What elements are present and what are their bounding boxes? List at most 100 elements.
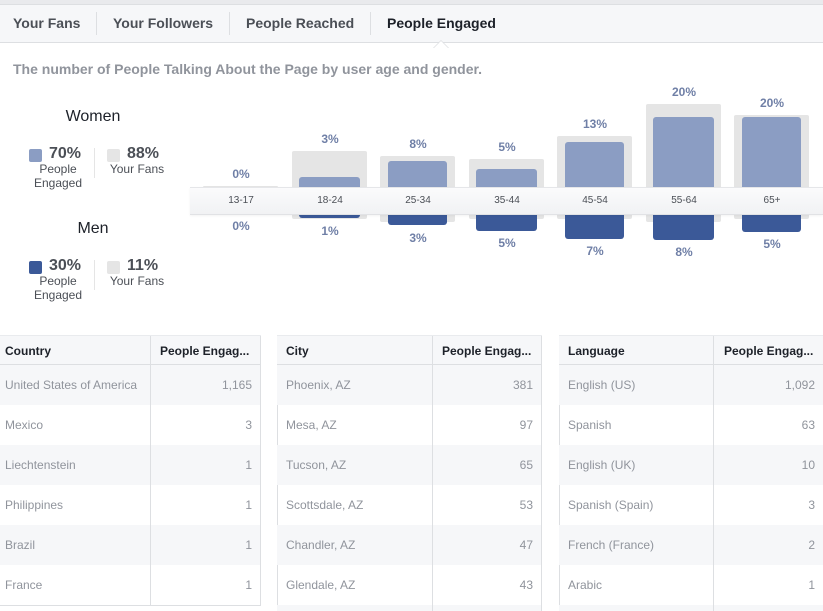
column-header-language[interactable]: Language [568, 344, 625, 358]
cell-country: Mexico [5, 418, 44, 432]
table-row-partial [559, 605, 823, 611]
men-value: 3% [409, 231, 427, 245]
table-header: Language People Engag... [559, 336, 823, 365]
women-engaged-label: People Engaged [31, 162, 85, 190]
cell-count: 1,092 [784, 378, 815, 392]
language-table: Language People Engag... English (US) 1,… [559, 335, 823, 611]
cell-language: Arabic [568, 578, 603, 592]
women-bar-25-34[interactable] [388, 161, 447, 188]
tab-bar: Your Fans Your Followers People Reached … [0, 5, 823, 48]
table-row: Mexico 3 [0, 405, 261, 445]
tab-divider [96, 12, 97, 35]
women-bar-55-64[interactable] [653, 117, 714, 188]
tab-people-engaged[interactable]: People Engaged [387, 15, 496, 31]
tab-your-fans[interactable]: Your Fans [13, 15, 81, 31]
age-label: 13-17 [228, 195, 254, 206]
men-title: Men [77, 220, 109, 237]
men-bar-65plus[interactable] [742, 213, 801, 232]
men-fans-label: Your Fans [109, 274, 165, 288]
table-edge [260, 336, 261, 606]
column-divider [713, 336, 714, 611]
men-legend: 30% People Engaged 11% Your Fans [28, 257, 178, 305]
age-label: 25-34 [405, 195, 431, 206]
cell-city: Scottsdale, AZ [286, 498, 364, 512]
cell-country: Liechtenstein [5, 458, 76, 472]
men-bar-55-64[interactable] [653, 213, 714, 240]
cell-count: 65 [519, 458, 533, 472]
men-engaged-label: People Engaged [31, 274, 85, 302]
cell-language: English (US) [568, 378, 636, 392]
tab-divider [229, 12, 230, 35]
table-row: Philippines 1 [0, 485, 261, 525]
table-row: Tucson, AZ 65 [277, 445, 542, 485]
people-engaged-swatch-icon [29, 149, 42, 162]
label-line: People [39, 274, 77, 288]
men-bar-45-54[interactable] [565, 213, 624, 239]
cell-count: 43 [519, 578, 533, 592]
column-header-people-engaged[interactable]: People Engag... [442, 344, 532, 358]
men-value: 5% [498, 236, 516, 250]
cell-language: French (France) [568, 538, 655, 552]
table-row: Mesa, AZ 97 [277, 405, 542, 445]
people-engaged-swatch-icon [29, 261, 42, 274]
cell-count: 47 [519, 538, 533, 552]
women-engaged-pct: 70% [49, 145, 82, 162]
men-engaged-pct: 30% [49, 257, 82, 274]
age-label: 18-24 [317, 195, 343, 206]
column-header-people-engaged[interactable]: People Engag... [724, 344, 814, 358]
chart-subtitle: The number of People Talking About the P… [13, 61, 483, 77]
cell-count: 1 [245, 578, 252, 592]
table-row: Liechtenstein 1 [0, 445, 261, 485]
table-row: France 1 [0, 565, 261, 605]
men-value: 0% [232, 219, 250, 233]
table-row: Brazil 1 [0, 525, 261, 565]
men-bar-35-44[interactable] [476, 213, 537, 231]
table-row: French (France) 2 [559, 525, 823, 565]
table-row: United States of America 1,165 [0, 365, 261, 405]
column-header-country[interactable]: Country [5, 344, 51, 358]
table-header: City People Engag... [277, 336, 542, 365]
legend-divider [94, 148, 95, 178]
cell-language: English (UK) [568, 458, 636, 472]
label-line: Engaged [33, 288, 83, 302]
men-bar-18-24[interactable] [299, 213, 360, 218]
cell-language: Spanish [568, 418, 612, 432]
cell-count: 1 [245, 498, 252, 512]
women-value: 20% [671, 85, 697, 99]
women-bar-65plus[interactable] [742, 117, 801, 188]
tab-divider [370, 12, 371, 35]
cell-count: 1 [808, 578, 815, 592]
men-bar-25-34[interactable] [388, 213, 447, 225]
table-edge [541, 336, 542, 611]
column-header-city[interactable]: City [286, 344, 309, 358]
women-legend: 70% People Engaged 88% Your Fans [28, 145, 178, 193]
label-line: People [39, 162, 77, 176]
men-value: 5% [763, 237, 781, 251]
women-value: 8% [409, 137, 427, 151]
column-header-people-engaged[interactable]: People Engag... [160, 344, 250, 358]
city-table: City People Engag... Phoenix, AZ 381 Mes… [277, 335, 542, 611]
women-value: 3% [321, 132, 339, 146]
women-bar-45-54[interactable] [565, 142, 624, 188]
your-fans-swatch-icon [107, 149, 120, 162]
age-axis-band [190, 187, 823, 215]
women-value: 13% [582, 117, 608, 131]
women-bar-35-44[interactable] [476, 169, 537, 188]
women-bar-18-24[interactable] [299, 177, 360, 188]
cell-language: Spanish (Spain) [568, 498, 654, 512]
table-row: Glendale, AZ 43 [277, 565, 542, 605]
tab-people-reached[interactable]: People Reached [246, 15, 355, 31]
women-value: 5% [498, 140, 516, 154]
cell-city: Glendale, AZ [286, 578, 356, 592]
tab-your-followers[interactable]: Your Followers [113, 15, 214, 31]
table-row: Chandler, AZ 47 [277, 525, 542, 565]
column-divider [432, 336, 433, 611]
table-row: English (UK) 10 [559, 445, 823, 485]
cell-city: Phoenix, AZ [286, 378, 351, 392]
cell-count: 3 [245, 418, 252, 432]
age-label: 45-54 [582, 195, 608, 206]
cell-city: Chandler, AZ [286, 538, 356, 552]
women-value: 20% [759, 96, 785, 110]
women-title: Women [65, 108, 121, 125]
table-row: Phoenix, AZ 381 [277, 365, 542, 405]
